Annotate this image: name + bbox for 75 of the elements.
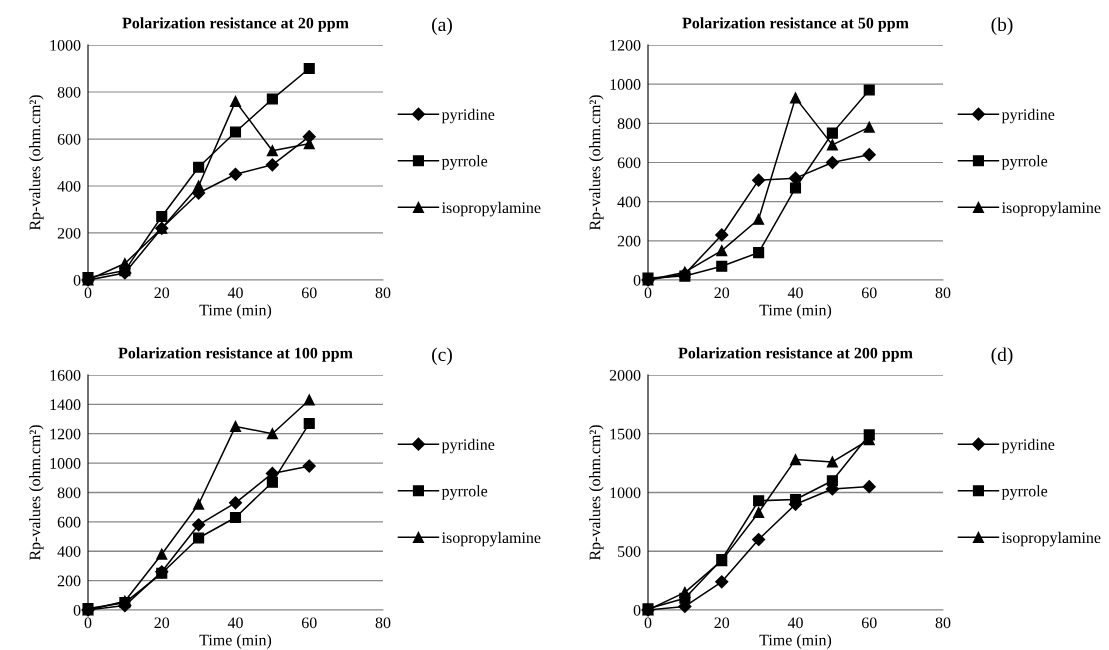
y-tick-label: 400 bbox=[617, 196, 641, 208]
y-tick-label: 0 bbox=[73, 604, 81, 616]
legend-label: pyrrole bbox=[1001, 155, 1048, 170]
y-tick-label: 600 bbox=[57, 516, 81, 528]
chart-title: Polarization resistance at 50 ppm bbox=[682, 17, 909, 32]
legend-label: pyrrole bbox=[441, 155, 488, 170]
y-tick-label: 1500 bbox=[610, 428, 641, 440]
x-axis-title: Time (min) bbox=[199, 634, 272, 649]
y-tick-label: 200 bbox=[57, 227, 81, 239]
y-tick-label: 600 bbox=[617, 157, 641, 169]
x-tick-label: 20 bbox=[154, 287, 170, 299]
y-tick-label: 200 bbox=[57, 575, 81, 587]
x-tick-label: 0 bbox=[84, 287, 92, 299]
y-tick-label: 600 bbox=[57, 133, 81, 145]
y-tick-label: 1000 bbox=[50, 39, 81, 51]
y-tick-label: 200 bbox=[617, 235, 641, 247]
y-tick-label: 400 bbox=[57, 546, 81, 557]
x-tick-label: 0 bbox=[84, 617, 92, 629]
chart-title: Polarization resistance at 100 ppm bbox=[118, 347, 353, 362]
y-tick-label: 0 bbox=[73, 274, 81, 286]
y-tick-label: 400 bbox=[57, 180, 81, 192]
y-axis-title: Rp-values (ohm.cm²) bbox=[589, 425, 604, 561]
y-tick-label: 1600 bbox=[50, 369, 81, 381]
y-axis-title: Rp-values (ohm.cm²) bbox=[29, 95, 44, 231]
y-tick-label: 2000 bbox=[609, 369, 641, 381]
text: (b) bbox=[991, 17, 1013, 36]
chart-title: Polarization resistance at 200 ppm bbox=[678, 347, 913, 362]
x-tick-label: 60 bbox=[861, 617, 877, 629]
y-tick-label: 0 bbox=[633, 274, 641, 286]
legend-label: pyridine bbox=[441, 108, 495, 124]
y-tick-label: 800 bbox=[617, 118, 641, 130]
x-tick-label: 80 bbox=[935, 287, 951, 299]
legend-label: pyrrole bbox=[1001, 485, 1048, 500]
x-tick-label: 60 bbox=[301, 617, 317, 629]
x-tick-label: 0 bbox=[644, 287, 652, 299]
x-tick-label: 40 bbox=[227, 617, 243, 629]
y-tick-label: 800 bbox=[57, 86, 81, 98]
y-tick-label: 1000 bbox=[610, 79, 641, 90]
x-axis-title: Time (min) bbox=[199, 304, 272, 319]
x-axis-title: Time (min) bbox=[759, 634, 832, 649]
y-tick-label: 1000 bbox=[610, 487, 641, 499]
x-tick-label: 20 bbox=[154, 617, 170, 629]
y-axis-title: Rp-values (ohm.cm²) bbox=[589, 95, 604, 231]
legend-label: pyridine bbox=[1001, 438, 1055, 454]
y-tick-label: 1200 bbox=[610, 39, 641, 51]
legend-label: isopropylamine bbox=[441, 531, 541, 547]
x-axis-title: Time (min) bbox=[759, 304, 832, 319]
y-tick-label: 1000 bbox=[50, 458, 81, 469]
y-tick-label: 1200 bbox=[50, 428, 81, 440]
text: (d) bbox=[991, 347, 1013, 366]
x-tick-label: 20 bbox=[714, 287, 730, 299]
text: (a) bbox=[432, 17, 452, 36]
x-tick-label: 80 bbox=[935, 617, 951, 629]
legend-label: isopropylamine bbox=[441, 201, 541, 217]
chart-title: Polarization resistance at 20 ppm bbox=[122, 17, 349, 32]
y-tick-label: 800 bbox=[57, 487, 81, 499]
x-tick-label: 40 bbox=[227, 287, 243, 299]
y-axis-title: Rp-values (ohm.cm²) bbox=[29, 425, 44, 561]
legend-label: pyrrole bbox=[441, 485, 488, 500]
x-tick-label: 60 bbox=[861, 287, 877, 299]
y-tick-label: 500 bbox=[618, 546, 641, 557]
x-tick-label: 0 bbox=[644, 617, 652, 629]
y-tick-label: 0 bbox=[633, 604, 641, 616]
x-tick-label: 40 bbox=[787, 287, 803, 299]
x-tick-label: 60 bbox=[301, 287, 317, 299]
text: (c) bbox=[432, 347, 452, 366]
legend-label: pyridine bbox=[1001, 108, 1055, 124]
x-tick-label: 80 bbox=[375, 287, 391, 299]
legend-label: pyridine bbox=[441, 438, 495, 454]
legend-label: isopropylamine bbox=[1001, 201, 1101, 217]
y-tick-label: 1400 bbox=[50, 399, 81, 411]
x-tick-label: 40 bbox=[787, 617, 803, 629]
x-tick-label: 80 bbox=[375, 617, 391, 629]
legend-label: isopropylamine bbox=[1001, 531, 1101, 547]
x-tick-label: 20 bbox=[714, 617, 730, 629]
